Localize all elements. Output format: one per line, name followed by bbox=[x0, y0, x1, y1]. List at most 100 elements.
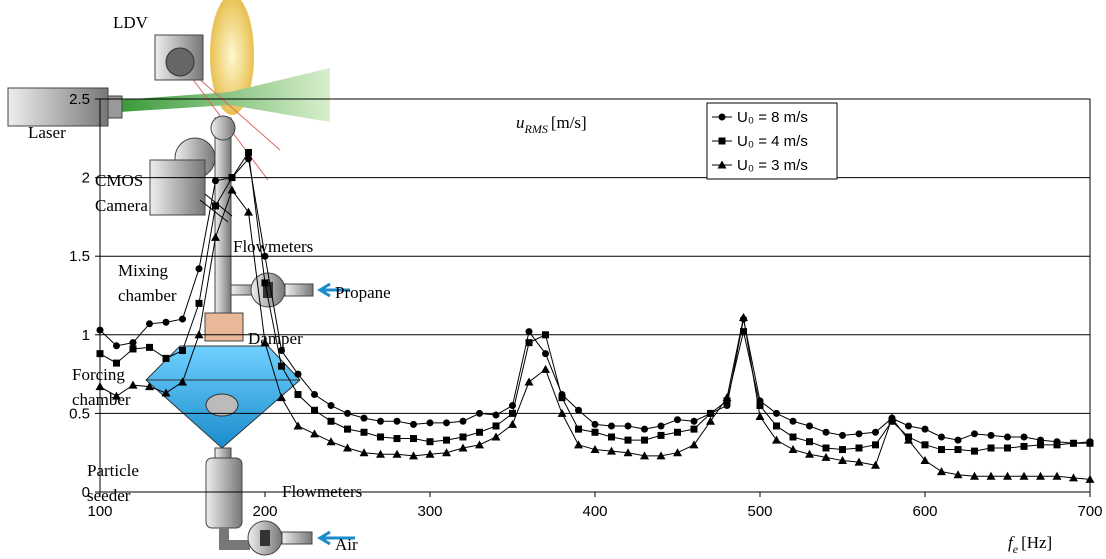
marker bbox=[706, 416, 715, 425]
marker bbox=[954, 436, 962, 444]
marker bbox=[278, 362, 285, 370]
marker bbox=[871, 460, 880, 469]
marker bbox=[971, 430, 978, 438]
marker bbox=[392, 449, 402, 458]
marker bbox=[575, 425, 582, 433]
marker bbox=[674, 428, 681, 436]
xlabel-symbol: f bbox=[1008, 533, 1015, 552]
marker bbox=[426, 438, 434, 446]
marker bbox=[1053, 441, 1061, 449]
marker bbox=[1004, 444, 1011, 452]
diagram-label: Air bbox=[335, 535, 358, 554]
marker bbox=[591, 420, 599, 428]
ylabel-subscript: RMS bbox=[524, 122, 548, 136]
marker bbox=[178, 377, 187, 386]
marker bbox=[211, 232, 220, 241]
flowmeter-core bbox=[263, 282, 273, 298]
diagram-label: CMOS bbox=[95, 171, 143, 190]
marker bbox=[970, 471, 979, 480]
marker bbox=[718, 113, 726, 121]
ldv-lens bbox=[165, 47, 195, 77]
marker bbox=[1069, 473, 1078, 482]
marker bbox=[377, 417, 384, 425]
marker bbox=[641, 425, 648, 433]
marker bbox=[773, 422, 780, 430]
marker bbox=[574, 440, 583, 449]
marker bbox=[162, 354, 170, 362]
marker bbox=[806, 422, 813, 430]
marker bbox=[129, 339, 137, 347]
marker bbox=[195, 299, 203, 307]
x-tick-label: 600 bbox=[912, 503, 937, 520]
xlabel: fe [Hz] bbox=[1008, 533, 1052, 556]
marker bbox=[921, 441, 929, 449]
marker bbox=[717, 160, 727, 169]
marker bbox=[789, 433, 797, 441]
diagram-label: Propane bbox=[335, 283, 391, 302]
legend-label: U₀ = 4 m/s bbox=[737, 133, 808, 150]
marker bbox=[689, 440, 699, 449]
marker bbox=[244, 207, 253, 216]
marker bbox=[476, 428, 483, 436]
marker bbox=[1020, 442, 1028, 450]
marker bbox=[293, 421, 303, 430]
marker bbox=[806, 438, 813, 446]
marker bbox=[788, 445, 798, 454]
xlabel-subscript: e bbox=[1013, 542, 1019, 556]
marker bbox=[443, 419, 450, 427]
marker bbox=[772, 435, 781, 444]
marker bbox=[805, 449, 814, 458]
marker bbox=[986, 471, 996, 480]
marker bbox=[640, 451, 649, 460]
marker bbox=[459, 417, 467, 425]
marker bbox=[855, 430, 863, 438]
laser bbox=[7, 87, 109, 127]
marker bbox=[294, 370, 302, 378]
marker bbox=[278, 347, 285, 355]
marker bbox=[95, 382, 105, 391]
marker bbox=[971, 447, 978, 455]
marker bbox=[773, 409, 780, 417]
marker bbox=[904, 435, 913, 444]
marker bbox=[212, 177, 219, 185]
marker bbox=[722, 393, 732, 402]
marker bbox=[624, 422, 632, 430]
x-tick-label: 200 bbox=[252, 503, 277, 520]
marker bbox=[129, 345, 137, 353]
marker bbox=[310, 429, 319, 438]
marker bbox=[608, 422, 615, 430]
diagram-label: Camera bbox=[95, 196, 148, 215]
diagram-label: Forcing bbox=[72, 365, 125, 384]
marker bbox=[872, 441, 879, 449]
diagram-label: Particle bbox=[87, 461, 139, 480]
marker bbox=[921, 425, 929, 433]
marker bbox=[475, 440, 484, 449]
diagram-label: seeder bbox=[87, 486, 131, 505]
diagram-label: LDV bbox=[113, 13, 149, 32]
marker bbox=[872, 428, 879, 436]
laser-head bbox=[107, 95, 123, 119]
marker bbox=[1003, 471, 1012, 480]
marker bbox=[245, 155, 252, 163]
marker bbox=[458, 443, 468, 452]
marker bbox=[459, 433, 467, 441]
marker bbox=[377, 433, 384, 441]
marker bbox=[311, 391, 318, 399]
marker bbox=[294, 391, 302, 399]
burner-head bbox=[210, 115, 236, 141]
marker bbox=[343, 443, 352, 452]
marker bbox=[326, 437, 336, 446]
marker bbox=[442, 448, 451, 457]
marker bbox=[261, 252, 269, 260]
marker bbox=[673, 448, 682, 457]
marker bbox=[344, 425, 351, 433]
y-tick-label: 0 bbox=[82, 484, 90, 501]
marker bbox=[1037, 441, 1044, 449]
marker bbox=[542, 331, 549, 339]
marker bbox=[591, 428, 599, 436]
marker bbox=[161, 388, 171, 397]
marker bbox=[492, 422, 500, 430]
marker bbox=[525, 328, 533, 336]
marker bbox=[360, 414, 368, 422]
